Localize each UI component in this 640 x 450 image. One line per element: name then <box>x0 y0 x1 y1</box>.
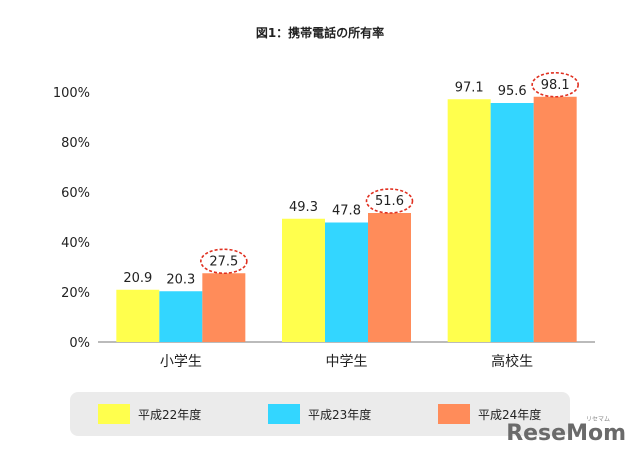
bar <box>490 103 534 342</box>
data-label: 51.6 <box>375 194 404 209</box>
legend-label: 平成23年度 <box>308 407 371 422</box>
bar <box>533 96 577 342</box>
data-label: 47.8 <box>332 204 361 219</box>
y-tick-label: 0% <box>69 336 90 351</box>
data-label: 98.1 <box>541 78 570 93</box>
legend-label: 平成22年度 <box>138 407 201 422</box>
legend: 平成22年度 平成23年度 平成24年度 <box>70 392 570 436</box>
highlight-ellipse <box>531 71 579 98</box>
data-label: 20.9 <box>123 271 152 286</box>
y-axis: 0% 20% 40% 60% 80% 100% <box>53 86 90 351</box>
bar <box>159 291 203 342</box>
watermark: リセマム ReseMom <box>506 416 626 446</box>
legend-swatch <box>268 404 300 424</box>
watermark-main-text: ReseMom <box>506 421 626 446</box>
y-tick-label: 40% <box>61 236 90 251</box>
highlight-ellipse <box>365 188 414 214</box>
legend-label: 平成24年度 <box>478 407 541 422</box>
legend-swatch <box>98 404 130 424</box>
bar <box>368 213 411 342</box>
category-label: 中学生 <box>326 354 368 370</box>
y-tick-label: 60% <box>61 186 90 201</box>
data-labels: 20.9 20.3 27.5 49.3 47.8 51.6 97.1 95.6 98.1 <box>123 71 579 287</box>
y-tick-label: 100% <box>53 86 90 101</box>
bar <box>282 218 325 342</box>
bar <box>325 222 368 342</box>
data-label: 20.3 <box>166 272 195 287</box>
category-labels: 小学生 中学生 高校生 <box>160 353 533 370</box>
y-tick-label: 20% <box>61 286 90 301</box>
data-label: 49.3 <box>289 200 318 215</box>
watermark-sub-text: リセマム <box>586 416 610 423</box>
bar <box>202 273 246 342</box>
data-label: 27.5 <box>209 254 238 269</box>
highlight-ellipse <box>200 248 248 275</box>
category-label: 高校生 <box>491 353 533 370</box>
chart-title: 図1：携帯電話の所有率 <box>256 25 384 40</box>
bar <box>447 99 491 342</box>
legend-swatch <box>438 404 470 424</box>
legend-box <box>70 392 570 436</box>
data-label: 95.6 <box>498 84 527 99</box>
y-tick-label: 80% <box>61 136 90 151</box>
bars <box>116 96 577 342</box>
category-label: 小学生 <box>160 354 202 370</box>
data-label: 97.1 <box>455 80 484 95</box>
bar <box>116 289 160 342</box>
